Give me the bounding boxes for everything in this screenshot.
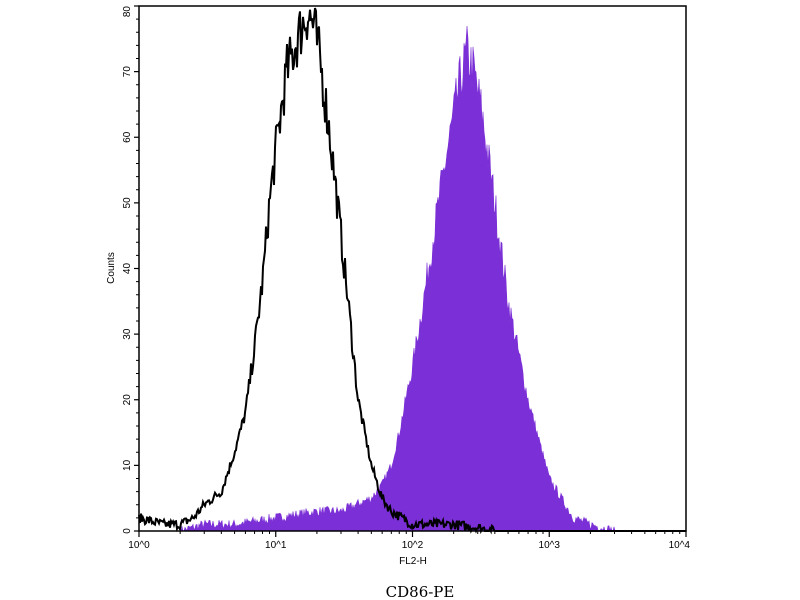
x-tick-label: 10^4: [669, 540, 691, 551]
y-tick-label: 60: [122, 131, 133, 143]
y-tick-label: 20: [122, 394, 133, 406]
plot-area: [138, 7, 686, 535]
x-tick-label: 10^2: [402, 540, 424, 551]
y-tick-label: 50: [122, 197, 133, 209]
x-tick-label: 10^1: [265, 540, 287, 551]
y-axis-label: Counts: [106, 252, 117, 284]
y-tick-label: 80: [122, 6, 133, 18]
y-tick-label: 30: [122, 328, 133, 340]
y-tick-label: 70: [122, 66, 133, 78]
x-axis-label: FL2-H: [399, 556, 427, 567]
y-tick-label: 10: [122, 459, 133, 471]
axes: 0 10 20 30 40 50 60 70 80: [122, 5, 687, 537]
chart-caption: CD86-PE: [386, 583, 455, 600]
y-tick-label: 40: [122, 263, 133, 275]
x-tick-label: 10^3: [539, 540, 561, 551]
x-tick-labels: 10^0 10^1 10^2 10^3 10^4: [128, 540, 690, 551]
y-tick-label: 0: [122, 528, 133, 534]
series-1-filled-histogram: [139, 25, 686, 532]
x-tick-label: 10^0: [128, 540, 150, 551]
